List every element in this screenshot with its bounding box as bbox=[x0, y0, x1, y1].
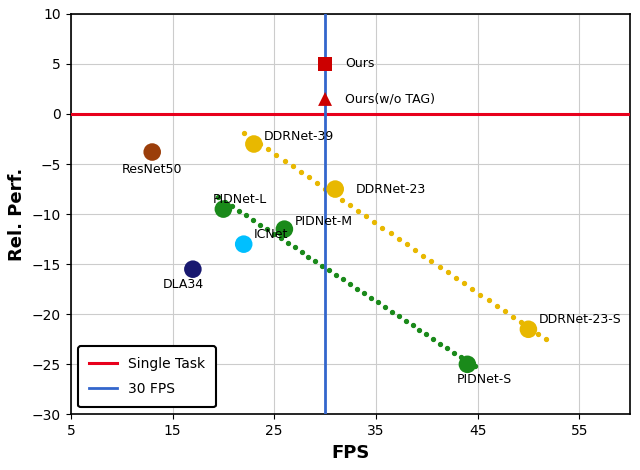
Point bbox=[249, 140, 259, 148]
X-axis label: FPS: FPS bbox=[332, 444, 370, 462]
Text: Ours: Ours bbox=[346, 57, 375, 70]
Y-axis label: Rel. Perf.: Rel. Perf. bbox=[8, 167, 26, 261]
Text: DLA34: DLA34 bbox=[163, 278, 204, 291]
Text: DDRNet-39: DDRNet-39 bbox=[264, 130, 334, 142]
Text: DDRNet-23-S: DDRNet-23-S bbox=[539, 313, 621, 326]
Text: PIDNet-M: PIDNet-M bbox=[294, 215, 353, 227]
Point bbox=[462, 360, 472, 368]
Point bbox=[320, 95, 330, 103]
Point bbox=[279, 226, 289, 233]
Point bbox=[524, 326, 534, 333]
Legend: Single Task, 30 FPS: Single Task, 30 FPS bbox=[78, 346, 216, 407]
Point bbox=[218, 205, 228, 213]
Text: Ours(w/o TAG): Ours(w/o TAG) bbox=[346, 93, 435, 105]
Point bbox=[320, 60, 330, 68]
Text: ICNet: ICNet bbox=[254, 227, 288, 241]
Text: PIDNet-S: PIDNet-S bbox=[457, 373, 513, 386]
Text: DDRNet-23: DDRNet-23 bbox=[356, 182, 426, 196]
Point bbox=[147, 148, 157, 156]
Point bbox=[239, 240, 249, 248]
Text: PIDNet-L: PIDNet-L bbox=[213, 193, 268, 205]
Point bbox=[330, 185, 340, 193]
Text: ResNet50: ResNet50 bbox=[122, 163, 182, 176]
Point bbox=[188, 266, 198, 273]
